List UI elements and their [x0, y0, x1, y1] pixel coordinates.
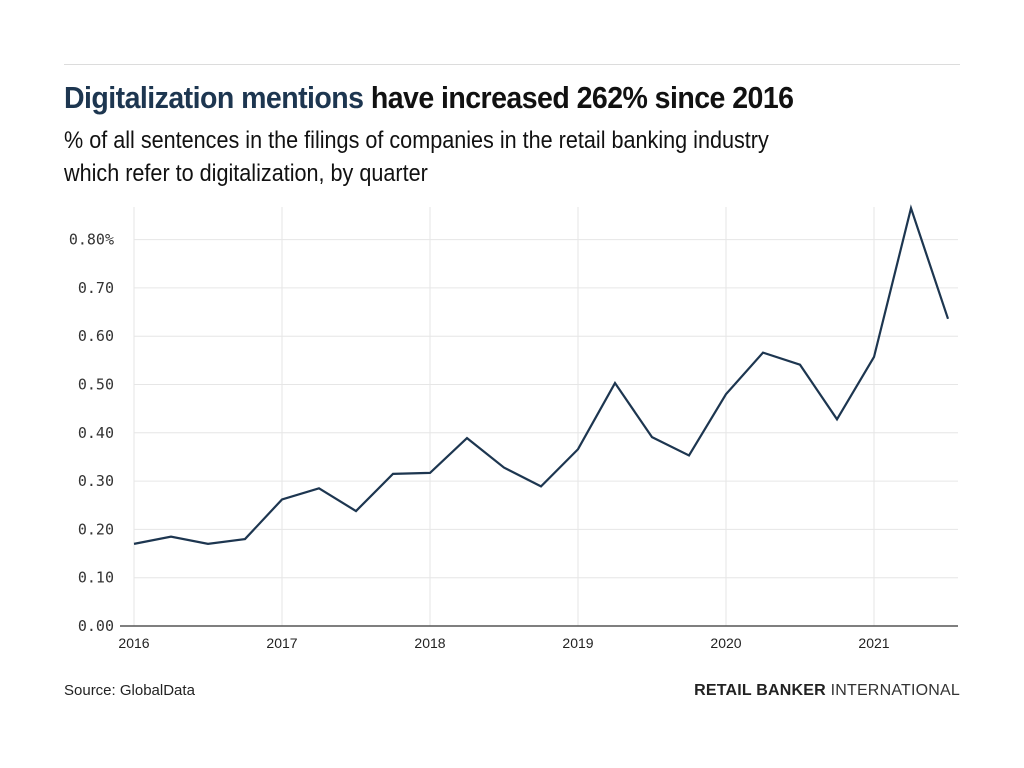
top-divider — [64, 64, 960, 65]
y-tick-label: 0.30 — [78, 472, 114, 490]
chart-subtitle: % of all sentences in the filings of com… — [64, 124, 964, 190]
title-highlight: Digitalization mentions — [64, 80, 364, 115]
y-tick-label: 0.00 — [78, 617, 114, 635]
subtitle-line-1: % of all sentences in the filings of com… — [64, 127, 769, 154]
x-tick-label: 2020 — [710, 635, 741, 651]
series-line — [133, 204, 950, 546]
x-axis-ticks: 2016 2017 2018 2019 2020 2021 — [118, 635, 889, 651]
brand-logo: RETAIL BANKER INTERNATIONAL — [694, 682, 960, 700]
grid — [133, 207, 958, 626]
x-tick-label: 2019 — [562, 635, 593, 651]
subtitle-line-2: which refer to digitalization, by quarte… — [64, 160, 428, 187]
x-tick-label: 2021 — [858, 635, 889, 651]
brand-bold: RETAIL BANKER — [694, 682, 826, 699]
y-tick-label: 0.70 — [78, 279, 114, 297]
y-tick-label: 0.50 — [78, 376, 114, 394]
x-tick-label: 2018 — [414, 635, 445, 651]
y-axis-ticks: 0.00 0.10 0.20 0.30 0.40 0.50 0.60 0.70 0.80% — [69, 231, 114, 635]
title-rest: have increased 262% since 2016 — [363, 80, 794, 115]
y-tick-label: 0.40 — [78, 424, 114, 442]
brand-light: INTERNATIONAL — [825, 682, 960, 699]
chart-title: Digitalization mentions have increased 2… — [64, 80, 794, 116]
x-tick-label: 2017 — [266, 635, 297, 651]
y-tick-label: 0.20 — [78, 520, 114, 538]
y-tick-label: 0.60 — [78, 327, 114, 345]
source-note: Source: GlobalData — [64, 682, 195, 699]
y-tick-label: 0.80% — [69, 231, 114, 249]
y-tick-label: 0.10 — [78, 569, 114, 587]
x-tick-label: 2016 — [118, 635, 149, 651]
series-group — [133, 204, 950, 546]
